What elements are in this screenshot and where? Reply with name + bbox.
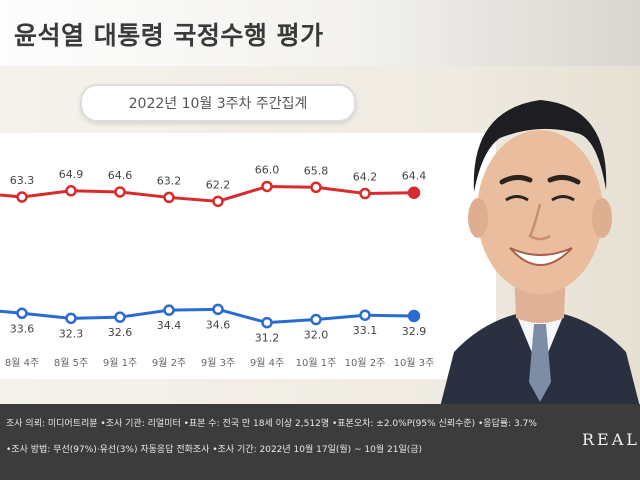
data-label: 31.2	[255, 332, 280, 345]
data-point	[359, 187, 371, 200]
survey-note-line: •조사 방법: 무선(97%)·유선(3%) 자동응답 전화조사 •조사 기간:…	[6, 445, 423, 455]
data-point	[407, 186, 421, 199]
data-label: 66.0	[255, 163, 280, 176]
data-point	[16, 191, 28, 203]
plot-card: 63.3 64.9 64.6 63.2 62.2 66.0 65.8 64.2 64.4 33.6…	[0, 133, 496, 379]
x-tick-label: 9월 4주	[250, 357, 284, 369]
data-point	[163, 191, 175, 204]
x-tick-label: 8월 4주	[5, 357, 39, 369]
data-label: 62.2	[206, 178, 231, 191]
data-point	[359, 309, 371, 321]
brand-logo: REALM	[582, 430, 640, 449]
x-tick-label: 9월 2주	[152, 357, 186, 369]
data-point	[65, 312, 77, 325]
x-tick-label: 10월 2주	[345, 357, 386, 369]
data-point	[212, 195, 224, 208]
data-point	[212, 303, 224, 316]
x-tick-label: 9월 1주	[103, 357, 137, 369]
x-tick-label: 9월 3주	[201, 357, 235, 369]
data-label: 33.1	[353, 324, 378, 337]
data-label: 34.4	[157, 319, 182, 332]
data-label: 32.9	[402, 325, 427, 338]
person-photo-icon	[440, 100, 640, 407]
data-point	[16, 307, 28, 320]
data-point	[114, 186, 126, 198]
data-point	[163, 304, 175, 316]
data-point	[65, 185, 77, 197]
data-label: 63.3	[10, 174, 35, 187]
data-point	[310, 313, 322, 326]
data-point	[310, 181, 322, 194]
header-band: 윤석열 대통령 국정수행 평가	[0, 0, 640, 66]
line-chart: 63.3 64.9 64.6 63.2 62.2 66.0 65.8 64.2 64.4 33.6…	[0, 163, 435, 369]
footer-band	[0, 404, 640, 480]
data-label: 65.8	[304, 164, 329, 177]
data-label: 64.6	[108, 169, 133, 182]
data-point	[261, 316, 273, 329]
data-label: 34.6	[206, 318, 231, 331]
data-label: 32.0	[304, 329, 329, 342]
data-point	[407, 309, 421, 323]
subtitle-pill: 2022년 10월 3주차 주간집계	[80, 84, 356, 122]
x-tick-label: 8월 5주	[54, 357, 88, 369]
x-tick-label: 10월 3주	[394, 357, 435, 369]
survey-notes: 조사 의뢰: 미디어트리뷴 •조사 기관: 리얼미터 •표본 수: 전국 만 1…	[0, 410, 560, 474]
data-label: 33.6	[10, 322, 35, 335]
data-label: 32.6	[108, 326, 133, 339]
data-label: 32.3	[59, 327, 84, 340]
data-label: 63.2	[157, 174, 182, 187]
data-point	[261, 180, 273, 193]
data-label: 64.9	[59, 168, 84, 181]
data-point	[114, 311, 126, 323]
x-tick-label: 10월 1주	[296, 357, 337, 369]
data-label: 64.4	[402, 170, 427, 183]
data-label: 64.2	[353, 171, 378, 184]
survey-note-line: 조사 의뢰: 미디어트리뷴 •조사 기관: 리얼미터 •표본 수: 전국 만 1…	[6, 419, 537, 429]
page-title: 윤석열 대통령 국정수행 평가	[14, 21, 324, 50]
